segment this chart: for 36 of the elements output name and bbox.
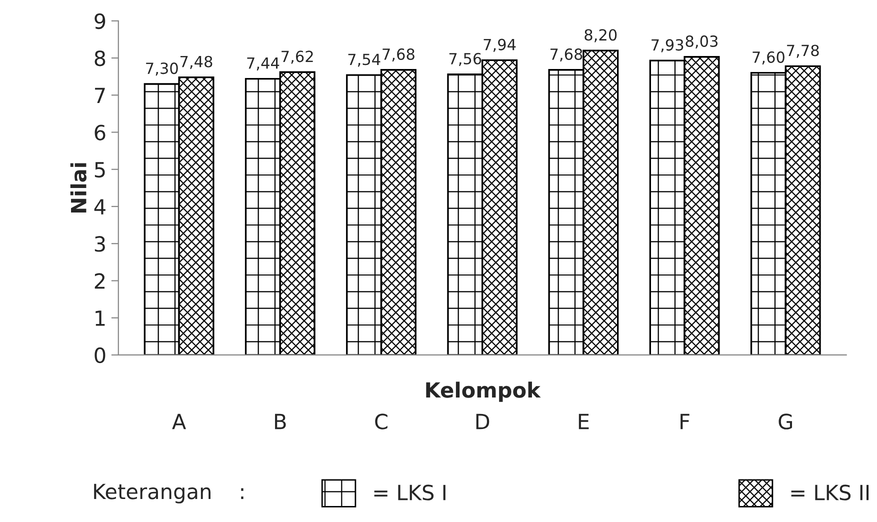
y-tick-label: 1	[96, 310, 105, 326]
data-label: 8,03	[686, 35, 718, 49]
y-tick-label: 2	[94, 273, 105, 289]
data-label: 7,48	[180, 56, 212, 69]
x-tick-label: C	[375, 414, 388, 430]
y-tick-label: 4	[94, 199, 106, 214]
y-tick-label: 5	[94, 162, 105, 178]
legend-label: = LKS II	[791, 484, 869, 500]
legend-label: = LKS I	[374, 484, 446, 500]
data-label: 7,30	[146, 62, 178, 76]
y-tick-label: 8	[94, 50, 106, 66]
x-tick-label: G	[778, 414, 792, 430]
y-tick-label: 3	[94, 236, 105, 252]
legend-title: Keterangan :	[94, 484, 244, 504]
data-label: 7,60	[752, 51, 784, 64]
data-label: 7,68	[550, 48, 582, 62]
data-label: 8,20	[584, 29, 617, 42]
data-label: 7,68	[382, 48, 414, 62]
x-tick-label: F	[680, 414, 690, 430]
y-tick-label: 7	[95, 88, 105, 104]
data-label: 7,54	[348, 54, 380, 67]
y-tick-label: 6	[94, 124, 106, 140]
x-tick-label: E	[578, 414, 589, 430]
y-tick-label: 9	[94, 13, 106, 30]
x-tick-label: A	[172, 414, 186, 430]
x-tick-label: D	[476, 414, 490, 430]
data-label: 7,62	[282, 50, 313, 64]
data-label: 7,94	[484, 38, 516, 52]
y-axis-title: Nilai	[70, 163, 87, 212]
data-label: 7,93	[652, 39, 684, 52]
x-tick-label: B	[275, 414, 286, 430]
y-tick-label: 0	[94, 347, 106, 364]
data-label: 7,56	[449, 52, 482, 66]
data-label: 7,44	[247, 58, 280, 70]
data-label: 7,78	[787, 44, 819, 58]
x-axis-title: Kelompok	[426, 382, 541, 402]
